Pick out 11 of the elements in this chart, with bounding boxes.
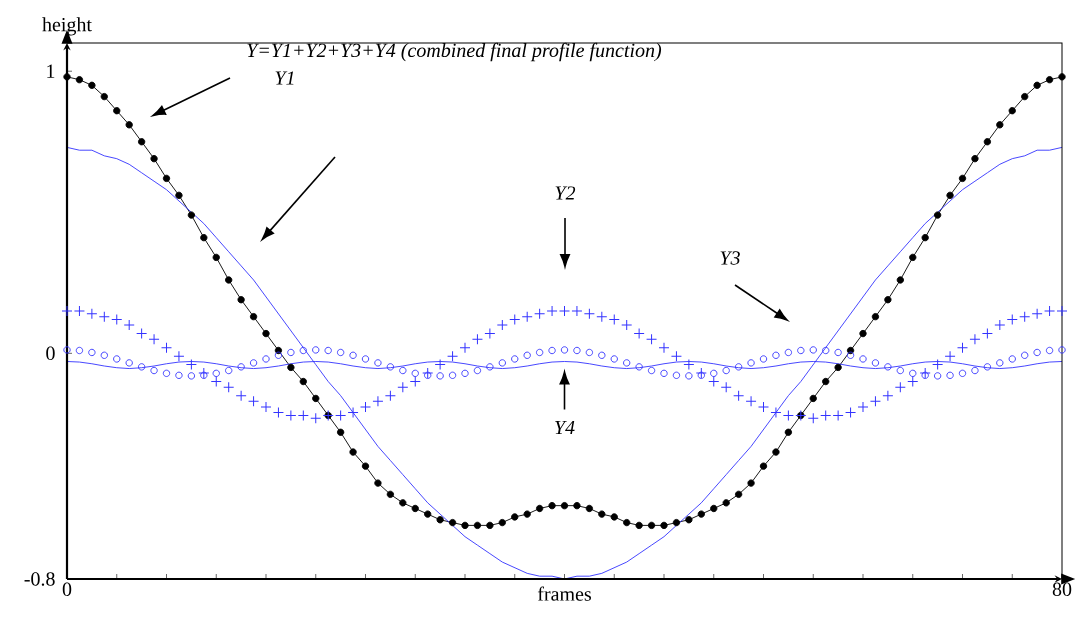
annotation: Y4 <box>555 420 575 435</box>
annotation: Y3 <box>720 251 740 265</box>
y-tick-label: 1 <box>47 64 55 78</box>
y-tick-label: 0 <box>46 346 55 361</box>
x-tick-label: 80 <box>1052 582 1072 597</box>
y-tick-label: -0.8 <box>24 572 55 586</box>
y-axis-title: height <box>42 17 92 36</box>
x-axis-title: frames <box>537 586 591 601</box>
annotation: Y1 <box>275 71 294 85</box>
annotation: Y2 <box>555 186 576 200</box>
annotation: Y=Y1+Y2+Y3+Y4 (combined final profile function) <box>247 42 662 62</box>
